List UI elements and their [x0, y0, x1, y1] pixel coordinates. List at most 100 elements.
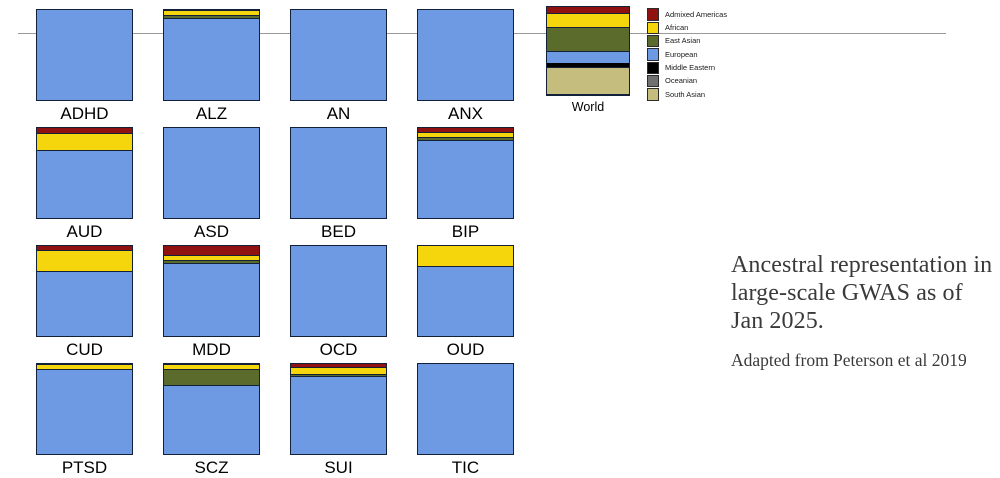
legend-label: African	[665, 23, 689, 33]
segment-south-asian	[547, 67, 629, 95]
bar-stack	[546, 6, 630, 96]
legend-label: East Asian	[665, 36, 701, 46]
legend-label: Admixed Americas	[665, 9, 728, 19]
bar-world: World	[546, 6, 630, 114]
legend-swatch-icon	[647, 48, 659, 61]
segment-east-asian	[291, 374, 386, 378]
bar-stack	[417, 245, 514, 337]
segment-admixed-americas	[164, 246, 259, 256]
segment-european	[418, 364, 513, 454]
bar-bip: BIP	[417, 127, 514, 241]
bar-aud: AUD	[36, 127, 133, 241]
segment-admixed-americas	[164, 10, 259, 12]
bar-label-ocd: OCD	[319, 340, 358, 359]
legend-item-south-asian: South Asian	[647, 88, 727, 101]
bar-label-an: AN	[326, 104, 351, 123]
segment-european	[164, 128, 259, 218]
segment-east-asian	[164, 369, 259, 387]
legend-item-east-asian: East Asian	[647, 35, 727, 48]
bar-stack	[163, 9, 260, 101]
bar-stack	[417, 363, 514, 455]
bar-stack	[36, 127, 133, 219]
bar-label-aud: AUD	[66, 222, 103, 241]
segment-admixed-americas	[164, 364, 259, 366]
segment-middle-eastern	[547, 63, 629, 68]
segment-european	[37, 369, 132, 454]
segment-european	[164, 263, 259, 336]
segment-european	[418, 10, 513, 100]
segment-admixed-americas	[37, 364, 132, 365]
bar-anx: ANX	[417, 9, 514, 123]
bar-stack	[36, 363, 133, 455]
segment-european	[164, 386, 259, 454]
legend-swatch-icon	[647, 88, 659, 101]
bar-tic: TIC	[417, 363, 514, 477]
bar-label-bip: BIP	[451, 222, 480, 241]
bar-stack	[290, 127, 387, 219]
bar-adhd: ADHD	[36, 9, 133, 123]
bar-stack	[290, 245, 387, 337]
segment-admixed-americas	[37, 128, 132, 135]
bar-stack	[163, 363, 260, 455]
legend-label: South Asian	[665, 89, 706, 99]
bar-sui: SUI	[290, 363, 387, 477]
segment-european	[291, 128, 386, 218]
bar-stack	[163, 127, 260, 219]
legend: Admixed Americas African East Asian Europea…	[647, 8, 727, 101]
bar-stack	[417, 127, 514, 219]
bar-stack	[417, 9, 514, 101]
bar-stack	[163, 245, 260, 337]
segment-african	[164, 11, 259, 17]
segment-european	[291, 377, 386, 454]
bar-label-ptsd: PTSD	[61, 458, 108, 477]
segment-european	[164, 19, 259, 100]
segment-east-asian	[418, 137, 513, 142]
legend-item-african: African	[647, 21, 727, 35]
bar-stack	[36, 245, 133, 337]
bar-bed: BED	[290, 127, 387, 241]
segment-admixed-americas	[547, 7, 629, 15]
segment-admixed-americas	[291, 364, 386, 368]
bar-cud: CUD	[36, 245, 133, 359]
legend-label: Middle Eastern	[665, 63, 716, 73]
caption-block: Ancestral representation in large-scale …	[731, 252, 993, 371]
bar-stack	[290, 9, 387, 101]
segment-east-asian	[164, 261, 259, 264]
bar-scz: SCZ	[163, 363, 260, 477]
bar-label-oud: OUD	[446, 340, 485, 359]
segment-european	[418, 141, 513, 218]
segment-european	[37, 10, 132, 100]
legend-label: European	[665, 49, 698, 59]
bar-label-scz: SCZ	[194, 458, 229, 477]
segment-european	[547, 51, 629, 64]
bar-stack	[36, 9, 133, 101]
bar-ocd: OCD	[290, 245, 387, 359]
legend-swatch-icon	[647, 8, 659, 21]
legend-item-european: European	[647, 48, 727, 61]
bar-label-world: World	[571, 100, 605, 114]
bar-label-mdd: MDD	[192, 340, 231, 359]
bar-label-tic: TIC	[451, 458, 480, 477]
legend-swatch-icon	[647, 35, 659, 48]
bar-asd: ASD	[163, 127, 260, 241]
segment-african	[37, 134, 132, 152]
segment-african	[418, 132, 513, 138]
segment-african	[164, 365, 259, 370]
segment-african	[291, 367, 386, 375]
legend-item-middle-eastern: Middle Eastern	[647, 61, 727, 75]
bar-label-cud: CUD	[66, 340, 103, 359]
legend-label: Oceanian	[665, 76, 698, 86]
bar-oud: OUD	[417, 245, 514, 359]
caption-main-text: Ancestral representation in large-scale …	[731, 252, 993, 334]
segment-african	[418, 246, 513, 267]
segment-european	[418, 266, 513, 336]
segment-european	[291, 246, 386, 336]
legend-item-admixed-americas: Admixed Americas	[647, 8, 727, 21]
segment-european	[291, 10, 386, 100]
bar-label-anx: ANX	[448, 104, 483, 123]
bar-label-asd: ASD	[194, 222, 229, 241]
segment-admixed-americas	[37, 246, 132, 252]
bar-label-sui: SUI	[324, 458, 353, 477]
segment-admixed-americas	[418, 128, 513, 133]
